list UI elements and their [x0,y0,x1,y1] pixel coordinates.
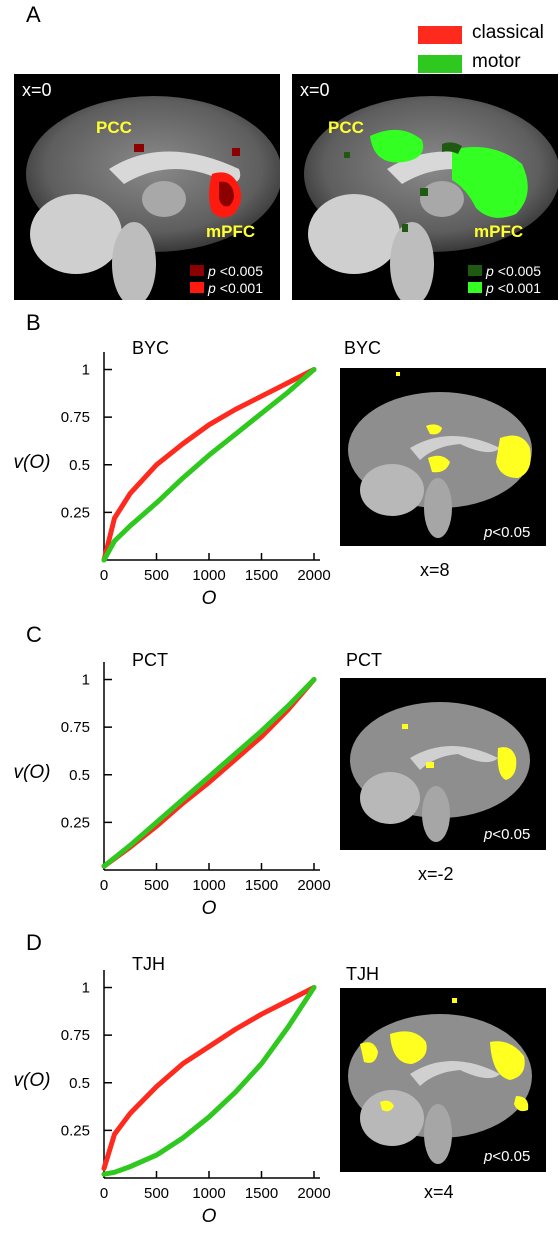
y-tick-label: 0.25 [61,814,90,831]
threshold-value: <0.005 [498,263,541,279]
threshold-value: <0.005 [220,263,263,279]
image-subject-pct: PCT [346,650,382,671]
threshold-swatch [468,282,482,293]
chart-subject-byc: BYC [132,338,169,359]
pvalue-threshold: <0.05 [492,826,530,843]
threshold-value: <0.001 [498,280,541,296]
series-line-0 [104,988,314,1169]
y-tick-label: 1 [82,362,90,379]
legend-swatch-classical [418,26,462,44]
x-tick-label: 0 [100,567,108,584]
chart-svg-pct: 0.25 0.5 0.75 1 0 500 1000 1500 2000 Ov(O) [0,640,340,935]
roi-label-pcc-right: PCC [328,118,364,138]
x-tick-label: 1500 [245,567,278,584]
x-tick-label: 2000 [297,1185,330,1202]
x-tick-label: 1000 [192,567,225,584]
slice-label-right: x=0 [300,80,330,101]
slice-coord-tjh: x=4 [424,1182,454,1203]
x-tick-label: 2000 [297,567,330,584]
brain-image-tjh [340,988,546,1172]
chart-subject-pct: PCT [132,650,168,671]
x-tick-label: 1000 [192,1185,225,1202]
threshold-p: p [208,263,216,279]
threshold-legend-left: p <0.005 p <0.001 [190,262,263,296]
x-tick-label: 500 [144,567,169,584]
slice-coord-pct: x=-2 [418,864,454,885]
x-tick-label: 0 [100,1185,108,1202]
image-subject-tjh: TJH [346,964,379,985]
threshold-legend-right: p <0.005 p <0.001 [468,262,541,296]
pvalue-threshold: <0.05 [492,1148,530,1165]
roi-label-mpfc-right: mPFC [474,222,523,242]
y-tick-label: 0.75 [61,719,90,736]
y-tick-label: 0.75 [61,1027,90,1044]
pvalue-pct: p<0.05 [484,826,530,843]
series-line-1 [104,680,314,867]
threshold-swatch [468,265,482,276]
y-tick-label: 0.25 [61,504,90,521]
y-axis-label: v(O) [14,762,51,783]
chart-subject-tjh: TJH [132,954,165,975]
roi-label-mpfc-left: mPFC [206,222,255,242]
y-tick-label: 1 [82,672,90,689]
y-tick-label: 0.5 [69,457,90,474]
y-axis-label: v(O) [14,1070,51,1091]
pvalue-tjh: p<0.05 [484,1148,530,1165]
slice-coord-byc: x=8 [420,560,450,581]
x-tick-label: 1500 [245,1185,278,1202]
x-tick-label: 500 [144,877,169,894]
brain-image-byc [340,368,546,546]
y-tick-label: 1 [82,980,90,997]
x-axis-label: O [202,898,217,919]
threshold-p: p [486,263,494,279]
image-subject-byc: BYC [344,338,381,359]
y-tick-label: 0.75 [61,409,90,426]
x-tick-label: 1500 [245,877,278,894]
pvalue-byc: p<0.05 [484,524,530,541]
chart-svg-tjh: 0.25 0.5 0.75 1 0 500 1000 1500 2000 Ov(O) [0,948,340,1239]
y-tick-label: 0.5 [69,767,90,784]
threshold-p: p [486,280,494,296]
y-axis-label: v(O) [14,452,51,473]
y-tick-label: 0.25 [61,1122,90,1139]
x-tick-label: 0 [100,877,108,894]
threshold-value: <0.001 [220,280,263,296]
x-tick-label: 500 [144,1185,169,1202]
x-axis-label: O [202,588,217,609]
series-line-1 [104,988,314,1175]
threshold-swatch [190,282,204,293]
x-tick-label: 1000 [192,877,225,894]
threshold-swatch [190,265,204,276]
chart-svg-byc: 0.25 0.5 0.75 1 0 500 1000 1500 2000 Ov(O) [0,330,340,625]
y-tick-label: 0.5 [69,1075,90,1092]
roi-label-pcc-left: PCC [96,118,132,138]
threshold-p: p [208,280,216,296]
legend-label-motor: motor [472,51,521,73]
slice-label-left: x=0 [22,80,52,101]
pvalue-threshold: <0.05 [492,524,530,541]
x-tick-label: 2000 [297,877,330,894]
series-line-1 [104,370,314,561]
panel-letter-a: A [26,2,41,28]
legend-swatch-motor [418,55,462,73]
legend-label-classical: classical [472,22,544,44]
x-axis-label: O [202,1206,217,1227]
brain-image-pct [340,678,546,850]
